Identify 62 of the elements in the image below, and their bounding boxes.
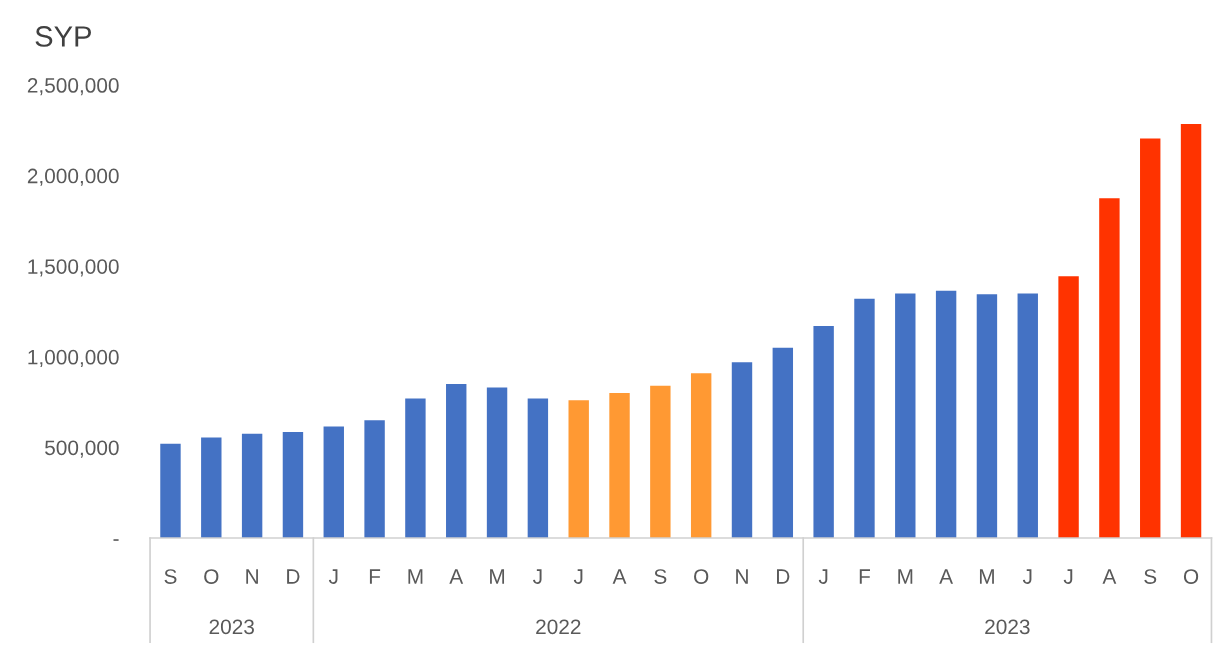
x-tick-label: S	[654, 569, 667, 584]
y-tick-label: 2,500,000	[27, 78, 119, 96]
x-tick-label: J	[533, 569, 542, 584]
bar	[486, 387, 508, 539]
x-tick-label: S	[1144, 569, 1157, 584]
bar	[527, 398, 549, 539]
x-tick-label: N	[736, 569, 748, 584]
bar	[446, 384, 467, 539]
bar	[609, 393, 630, 539]
bar	[160, 443, 181, 539]
bar	[772, 347, 794, 539]
x-tick-label: A	[1102, 569, 1117, 584]
bar	[1180, 123, 1202, 539]
y-axis-title: SYP	[35, 26, 91, 47]
x-tick-label: S	[164, 569, 177, 584]
bar	[1017, 293, 1038, 539]
bar	[1058, 276, 1079, 539]
bar	[364, 420, 385, 539]
x-tick-label: M	[490, 569, 505, 584]
x-tick-label: M	[898, 569, 913, 584]
bar	[813, 326, 834, 539]
bar	[650, 385, 671, 539]
bar	[323, 426, 344, 539]
bar	[241, 433, 263, 539]
x-tick-label: F	[369, 569, 381, 584]
x-tick-label: M	[979, 569, 994, 584]
y-tick-label: -	[113, 539, 119, 541]
bar	[976, 294, 998, 539]
x-tick-label: A	[612, 569, 627, 584]
y-tick-label: 1,000,000	[28, 349, 119, 368]
bar	[1099, 198, 1120, 539]
x-tick-label: J	[1063, 569, 1073, 584]
x-tick-label: A	[449, 569, 464, 584]
x-tick-label: J	[1022, 569, 1032, 584]
x-tick-label: J	[328, 569, 338, 584]
y-tick-label: 2,000,000	[27, 168, 119, 186]
bar	[690, 373, 712, 539]
x-tick-label: M	[408, 569, 423, 584]
bar	[854, 298, 875, 539]
text: 2023	[209, 619, 254, 635]
bar	[282, 432, 304, 539]
bar	[935, 290, 957, 539]
x-tick-label: J	[573, 569, 583, 584]
bar	[568, 400, 589, 539]
text: 2023	[985, 619, 1030, 635]
bar	[1140, 138, 1161, 539]
bar	[201, 437, 222, 539]
x-tick-label: D	[287, 569, 300, 584]
y-tick-label: 1,500,000	[28, 259, 119, 277]
x-tick-label: D	[777, 569, 790, 584]
x-tick-label: F	[859, 569, 870, 584]
x-tick-label: O	[694, 569, 709, 584]
x-tick-label: J	[818, 569, 828, 584]
bar	[405, 398, 426, 539]
text: 2022	[536, 619, 581, 635]
x-tick-label: A	[939, 569, 954, 584]
bar	[731, 362, 753, 539]
x-tick-label: O	[1183, 569, 1199, 584]
x-tick-label: O	[204, 569, 219, 584]
x-tick-label: N	[246, 569, 258, 584]
y-tick-label: 500,000	[45, 440, 119, 458]
bar	[895, 293, 916, 539]
